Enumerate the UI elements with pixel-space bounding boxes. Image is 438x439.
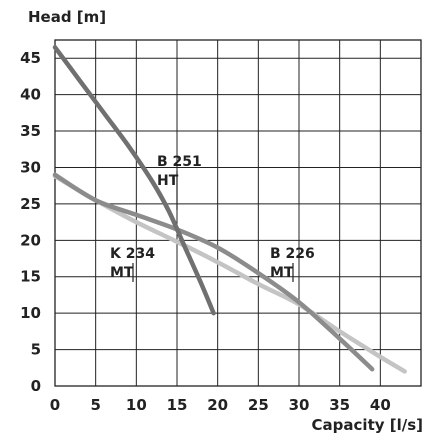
x-tick-label: 15 <box>167 396 188 414</box>
grid <box>54 39 422 387</box>
x-tick-label: 20 <box>207 396 228 414</box>
x-tick-label: 35 <box>329 396 350 414</box>
label-b-251-ht: B 251 HT <box>157 154 202 210</box>
tick-labels: 0 5 10 15 20 25 30 35 40 0 5 10 15 20 25 30 35 40 45 <box>20 49 391 414</box>
plot-frame <box>54 39 422 387</box>
x-axis-title: Capacity [l/s] <box>312 416 423 434</box>
y-tick-label: 20 <box>20 231 41 249</box>
curve-k-234-mt <box>52 173 407 374</box>
x-tick-label: 40 <box>370 396 391 414</box>
curve-label-line: MT <box>110 265 134 281</box>
y-tick-label: 45 <box>20 49 41 67</box>
curve-label-line: HT <box>157 173 179 189</box>
y-tick-label: 5 <box>31 341 41 359</box>
x-tick-label: 5 <box>90 396 100 414</box>
curve-b-226-mt <box>52 172 375 372</box>
curve-labels: B 251 HT B 226 MT K 234 MT <box>110 154 315 282</box>
x-tick-label: 25 <box>248 396 269 414</box>
curve-label-line: B 251 <box>157 154 202 170</box>
curves <box>52 45 407 374</box>
y-tick-label: 25 <box>20 195 41 213</box>
label-k-234-mt: K 234 MT <box>110 246 155 282</box>
curve-label-line: K 234 <box>110 246 155 262</box>
y-tick-label: 15 <box>20 268 41 286</box>
x-tick-label: 10 <box>126 396 147 414</box>
x-tick-label: 0 <box>50 396 60 414</box>
label-b-226-mt: B 226 MT <box>270 246 315 282</box>
x-tick-label: 30 <box>289 396 310 414</box>
y-tick-label: 0 <box>31 377 41 395</box>
y-tick-label: 35 <box>20 122 41 140</box>
y-tick-label: 40 <box>20 86 41 104</box>
curve-label-line: B 226 <box>270 246 315 262</box>
curve-label-line: MT <box>270 265 294 281</box>
y-tick-label: 30 <box>20 158 41 176</box>
y-axis-title: Head [m] <box>28 8 106 26</box>
curve-b-251-ht <box>52 45 216 316</box>
y-tick-label: 10 <box>20 304 41 322</box>
